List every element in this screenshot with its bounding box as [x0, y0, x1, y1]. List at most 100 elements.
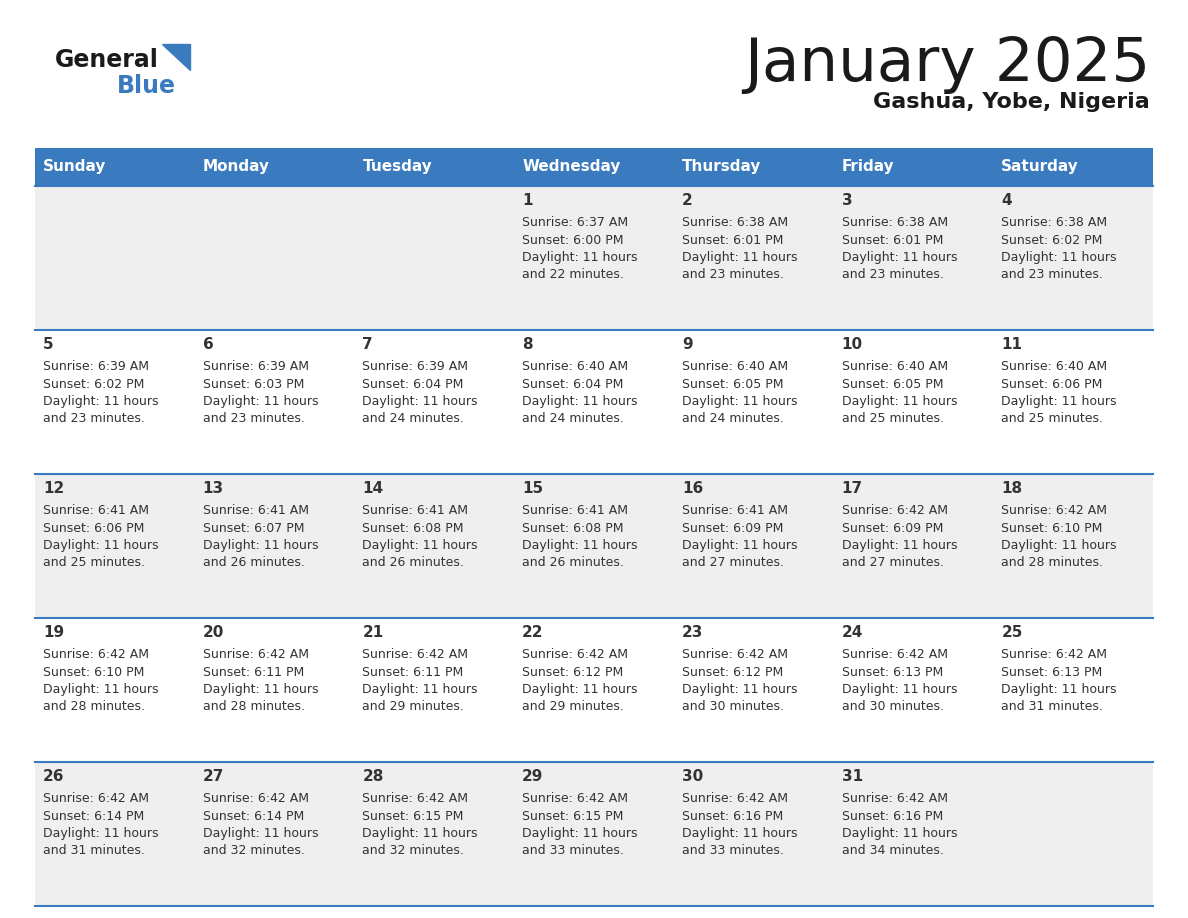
Text: and 26 minutes.: and 26 minutes. [362, 556, 465, 569]
Text: 5: 5 [43, 337, 53, 352]
Text: Daylight: 11 hours: Daylight: 11 hours [43, 539, 158, 552]
Text: and 23 minutes.: and 23 minutes. [841, 268, 943, 282]
Bar [34, 330, 1154, 474]
Text: Sunset: 6:14 PM: Sunset: 6:14 PM [43, 810, 144, 823]
Text: Tuesday: Tuesday [362, 160, 432, 174]
Text: Sunset: 6:05 PM: Sunset: 6:05 PM [682, 377, 783, 390]
Text: Sunset: 6:12 PM: Sunset: 6:12 PM [523, 666, 624, 678]
Text: and 33 minutes.: and 33 minutes. [523, 845, 624, 857]
Text: Daylight: 11 hours: Daylight: 11 hours [43, 827, 158, 840]
Text: Sunrise: 6:42 AM: Sunrise: 6:42 AM [362, 792, 468, 805]
Text: Sunrise: 6:40 AM: Sunrise: 6:40 AM [841, 360, 948, 373]
Text: Wednesday: Wednesday [523, 160, 620, 174]
Text: Daylight: 11 hours: Daylight: 11 hours [1001, 395, 1117, 408]
Text: Sunrise: 6:37 AM: Sunrise: 6:37 AM [523, 216, 628, 229]
Text: Sunset: 6:06 PM: Sunset: 6:06 PM [43, 521, 145, 534]
Text: Sunset: 6:02 PM: Sunset: 6:02 PM [1001, 233, 1102, 247]
Text: Daylight: 11 hours: Daylight: 11 hours [841, 683, 958, 696]
Text: 31: 31 [841, 769, 862, 784]
Text: Sunrise: 6:42 AM: Sunrise: 6:42 AM [362, 648, 468, 661]
Text: Sunset: 6:04 PM: Sunset: 6:04 PM [523, 377, 624, 390]
Text: 16: 16 [682, 481, 703, 496]
Text: Sunset: 6:16 PM: Sunset: 6:16 PM [682, 810, 783, 823]
Text: Sunset: 6:10 PM: Sunset: 6:10 PM [43, 666, 145, 678]
Text: 7: 7 [362, 337, 373, 352]
Bar [34, 186, 1154, 330]
Text: 17: 17 [841, 481, 862, 496]
Text: Sunset: 6:05 PM: Sunset: 6:05 PM [841, 377, 943, 390]
Text: Daylight: 11 hours: Daylight: 11 hours [362, 683, 478, 696]
Text: Daylight: 11 hours: Daylight: 11 hours [1001, 251, 1117, 264]
Text: Sunrise: 6:42 AM: Sunrise: 6:42 AM [523, 792, 628, 805]
Text: Sunset: 6:04 PM: Sunset: 6:04 PM [362, 377, 463, 390]
Text: General: General [55, 48, 159, 72]
Text: and 27 minutes.: and 27 minutes. [682, 556, 784, 569]
Text: 13: 13 [203, 481, 223, 496]
Text: Daylight: 11 hours: Daylight: 11 hours [203, 827, 318, 840]
Text: Daylight: 11 hours: Daylight: 11 hours [362, 539, 478, 552]
Text: Sunset: 6:12 PM: Sunset: 6:12 PM [682, 666, 783, 678]
Text: Daylight: 11 hours: Daylight: 11 hours [682, 539, 797, 552]
Text: Daylight: 11 hours: Daylight: 11 hours [362, 827, 478, 840]
Text: and 29 minutes.: and 29 minutes. [523, 700, 624, 713]
Text: Sunset: 6:03 PM: Sunset: 6:03 PM [203, 377, 304, 390]
Text: Daylight: 11 hours: Daylight: 11 hours [203, 539, 318, 552]
Text: Sunrise: 6:42 AM: Sunrise: 6:42 AM [1001, 648, 1107, 661]
Text: Friday: Friday [841, 160, 895, 174]
Text: and 28 minutes.: and 28 minutes. [203, 700, 304, 713]
Text: 3: 3 [841, 193, 852, 208]
Text: Daylight: 11 hours: Daylight: 11 hours [523, 395, 638, 408]
Text: and 26 minutes.: and 26 minutes. [523, 556, 624, 569]
Text: Daylight: 11 hours: Daylight: 11 hours [43, 395, 158, 408]
Text: and 23 minutes.: and 23 minutes. [682, 268, 784, 282]
Text: Daylight: 11 hours: Daylight: 11 hours [841, 827, 958, 840]
Text: Sunrise: 6:42 AM: Sunrise: 6:42 AM [682, 648, 788, 661]
Text: 19: 19 [43, 625, 64, 640]
Text: and 24 minutes.: and 24 minutes. [523, 412, 624, 426]
Text: 30: 30 [682, 769, 703, 784]
Text: Daylight: 11 hours: Daylight: 11 hours [523, 683, 638, 696]
Text: Sunset: 6:11 PM: Sunset: 6:11 PM [362, 666, 463, 678]
Text: and 24 minutes.: and 24 minutes. [362, 412, 465, 426]
Text: Sunset: 6:08 PM: Sunset: 6:08 PM [362, 521, 465, 534]
Text: 6: 6 [203, 337, 214, 352]
Text: Daylight: 11 hours: Daylight: 11 hours [203, 395, 318, 408]
Text: 2: 2 [682, 193, 693, 208]
Text: Sunrise: 6:39 AM: Sunrise: 6:39 AM [362, 360, 468, 373]
Text: and 26 minutes.: and 26 minutes. [203, 556, 304, 569]
Text: Daylight: 11 hours: Daylight: 11 hours [841, 395, 958, 408]
Text: Sunrise: 6:41 AM: Sunrise: 6:41 AM [523, 504, 628, 517]
Text: Sunrise: 6:42 AM: Sunrise: 6:42 AM [43, 792, 148, 805]
Text: and 33 minutes.: and 33 minutes. [682, 845, 784, 857]
Text: and 22 minutes.: and 22 minutes. [523, 268, 624, 282]
Text: Gashua, Yobe, Nigeria: Gashua, Yobe, Nigeria [873, 92, 1150, 112]
Text: Sunset: 6:11 PM: Sunset: 6:11 PM [203, 666, 304, 678]
Text: and 23 minutes.: and 23 minutes. [1001, 268, 1104, 282]
Text: and 31 minutes.: and 31 minutes. [1001, 700, 1104, 713]
Text: and 30 minutes.: and 30 minutes. [841, 700, 943, 713]
Text: Sunset: 6:09 PM: Sunset: 6:09 PM [682, 521, 783, 534]
Text: Daylight: 11 hours: Daylight: 11 hours [682, 827, 797, 840]
Text: Sunset: 6:16 PM: Sunset: 6:16 PM [841, 810, 943, 823]
Text: Sunset: 6:09 PM: Sunset: 6:09 PM [841, 521, 943, 534]
Text: Sunrise: 6:39 AM: Sunrise: 6:39 AM [203, 360, 309, 373]
Text: Daylight: 11 hours: Daylight: 11 hours [841, 539, 958, 552]
Bar [34, 618, 1154, 762]
Text: and 31 minutes.: and 31 minutes. [43, 845, 145, 857]
Text: Sunset: 6:15 PM: Sunset: 6:15 PM [523, 810, 624, 823]
Text: Daylight: 11 hours: Daylight: 11 hours [523, 827, 638, 840]
Text: Sunrise: 6:42 AM: Sunrise: 6:42 AM [1001, 504, 1107, 517]
Text: Daylight: 11 hours: Daylight: 11 hours [362, 395, 478, 408]
Text: and 27 minutes.: and 27 minutes. [841, 556, 943, 569]
Text: 8: 8 [523, 337, 532, 352]
Text: Sunset: 6:00 PM: Sunset: 6:00 PM [523, 233, 624, 247]
Text: 26: 26 [43, 769, 64, 784]
Text: Sunrise: 6:38 AM: Sunrise: 6:38 AM [1001, 216, 1107, 229]
Text: and 32 minutes.: and 32 minutes. [362, 845, 465, 857]
Text: Sunset: 6:02 PM: Sunset: 6:02 PM [43, 377, 145, 390]
Text: Daylight: 11 hours: Daylight: 11 hours [682, 683, 797, 696]
Text: Monday: Monday [203, 160, 270, 174]
Text: and 28 minutes.: and 28 minutes. [1001, 556, 1104, 569]
Text: Sunrise: 6:38 AM: Sunrise: 6:38 AM [841, 216, 948, 229]
Text: Sunrise: 6:41 AM: Sunrise: 6:41 AM [682, 504, 788, 517]
